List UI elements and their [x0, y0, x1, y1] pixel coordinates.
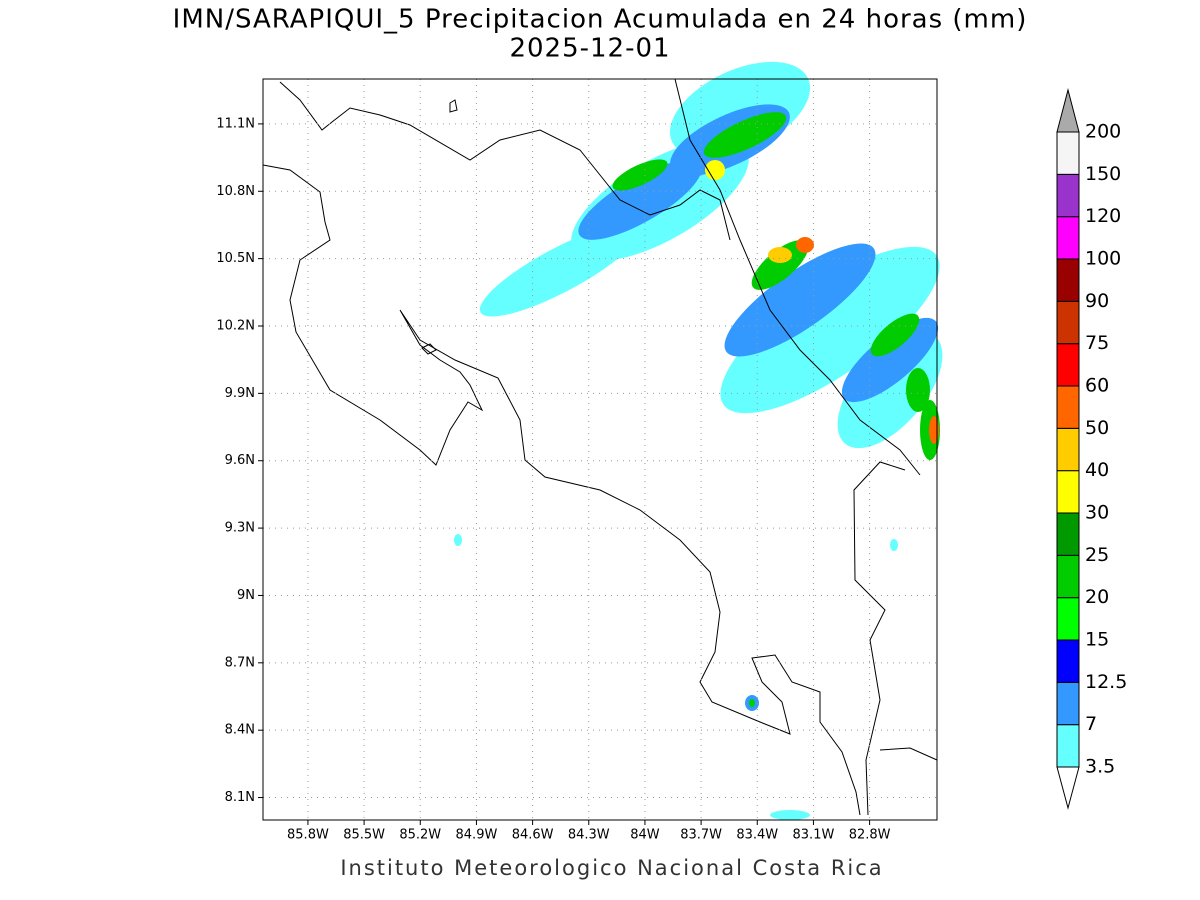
colorbar-label: 15 [1085, 629, 1109, 651]
colorbar-swatch [1056, 470, 1080, 514]
x-tick-label: 84W [630, 828, 660, 843]
x-tick-label: 82.8W [849, 828, 891, 843]
x-tick-label: 84.3W [568, 828, 610, 843]
y-tick-label: 8.7N [225, 655, 255, 670]
colorbar-label: 120 [1085, 205, 1121, 227]
colorbar-label: 3.5 [1085, 756, 1115, 778]
colorbar-label: 60 [1085, 375, 1109, 397]
colorbar-swatch [1056, 724, 1080, 768]
colorbar-swatch [1056, 300, 1080, 345]
island [421, 343, 437, 355]
colorbar-swatch [1056, 512, 1080, 556]
colorbar-swatch [1056, 343, 1080, 387]
colorbar-swatch [1056, 597, 1080, 641]
colorbar-label: 20 [1085, 586, 1109, 608]
colorbar: 3.5 7 12.5 15 20 25 30 40 50 60 75 90 100 120 150 200 [1056, 88, 1127, 810]
map-title: IMN/SARAPIQUI_5 Precipitacion Acumulada … [173, 5, 1028, 35]
border [853, 461, 906, 816]
colorbar-swatch [1056, 258, 1080, 302]
x-tick-label: 85.8W [287, 828, 329, 843]
coastline [262, 164, 861, 816]
coastline [674, 78, 921, 476]
y-tick-label: 10.2N [216, 319, 255, 334]
colorbar-label: 25 [1085, 544, 1109, 566]
y-tick-label: 10.5N [216, 251, 255, 266]
x-tick-label: 84.6W [512, 828, 554, 843]
y-tick-label: 8.4N [225, 723, 255, 738]
colorbar-over [1056, 88, 1080, 133]
x-tick-label: 83.4W [736, 828, 778, 843]
x-tick-label: 85.2W [399, 828, 441, 843]
x-tick-label: 83.1W [793, 828, 835, 843]
map-subtitle: 2025-12-01 [509, 34, 670, 64]
island [449, 99, 458, 113]
colorbar-swatch [1056, 131, 1080, 175]
colorbar-label: 7 [1085, 713, 1097, 735]
colorbar-swatch [1056, 385, 1080, 429]
colorbar-label: 75 [1085, 332, 1109, 354]
border [279, 81, 731, 241]
y-tick-label: 9.6N [225, 453, 255, 468]
map-background [263, 79, 937, 820]
y-tick-label: 9.3N [225, 521, 255, 536]
colorbar-label: 40 [1085, 459, 1109, 481]
y-tick-label: 9N [237, 588, 255, 603]
colorbar-label: 30 [1085, 502, 1109, 524]
y-tick-label: 8.1N [225, 790, 255, 805]
colorbar-label: 90 [1085, 290, 1109, 312]
map-area [262, 61, 943, 821]
colorbar-label: 200 [1085, 121, 1121, 143]
x-tick-label: 84.9W [456, 828, 498, 843]
x-tick-label: 83.7W [680, 828, 722, 843]
colorbar-label: 150 [1085, 163, 1121, 185]
x-tick-label: 85.5W [343, 828, 385, 843]
colorbar-swatch [1056, 216, 1080, 260]
colorbar-swatch [1056, 681, 1080, 726]
coastline [879, 747, 938, 761]
colorbar-swatch [1056, 173, 1080, 218]
colorbar-swatch [1056, 427, 1080, 472]
footer: Instituto Meteorologico Nacional Costa R… [340, 856, 883, 880]
y-tick-label: 10.8N [216, 184, 255, 199]
colorbar-under [1056, 766, 1080, 810]
y-tick-label: 11.1N [216, 116, 255, 131]
colorbar-swatch [1056, 639, 1080, 683]
colorbar-label: 12.5 [1085, 671, 1127, 693]
map-frame [262, 78, 938, 821]
colorbar-swatch [1056, 554, 1080, 599]
coastlines [262, 78, 938, 816]
colorbar-label: 100 [1085, 248, 1121, 270]
y-tick-label: 9.9N [225, 386, 255, 401]
colorbar-label: 50 [1085, 417, 1109, 439]
